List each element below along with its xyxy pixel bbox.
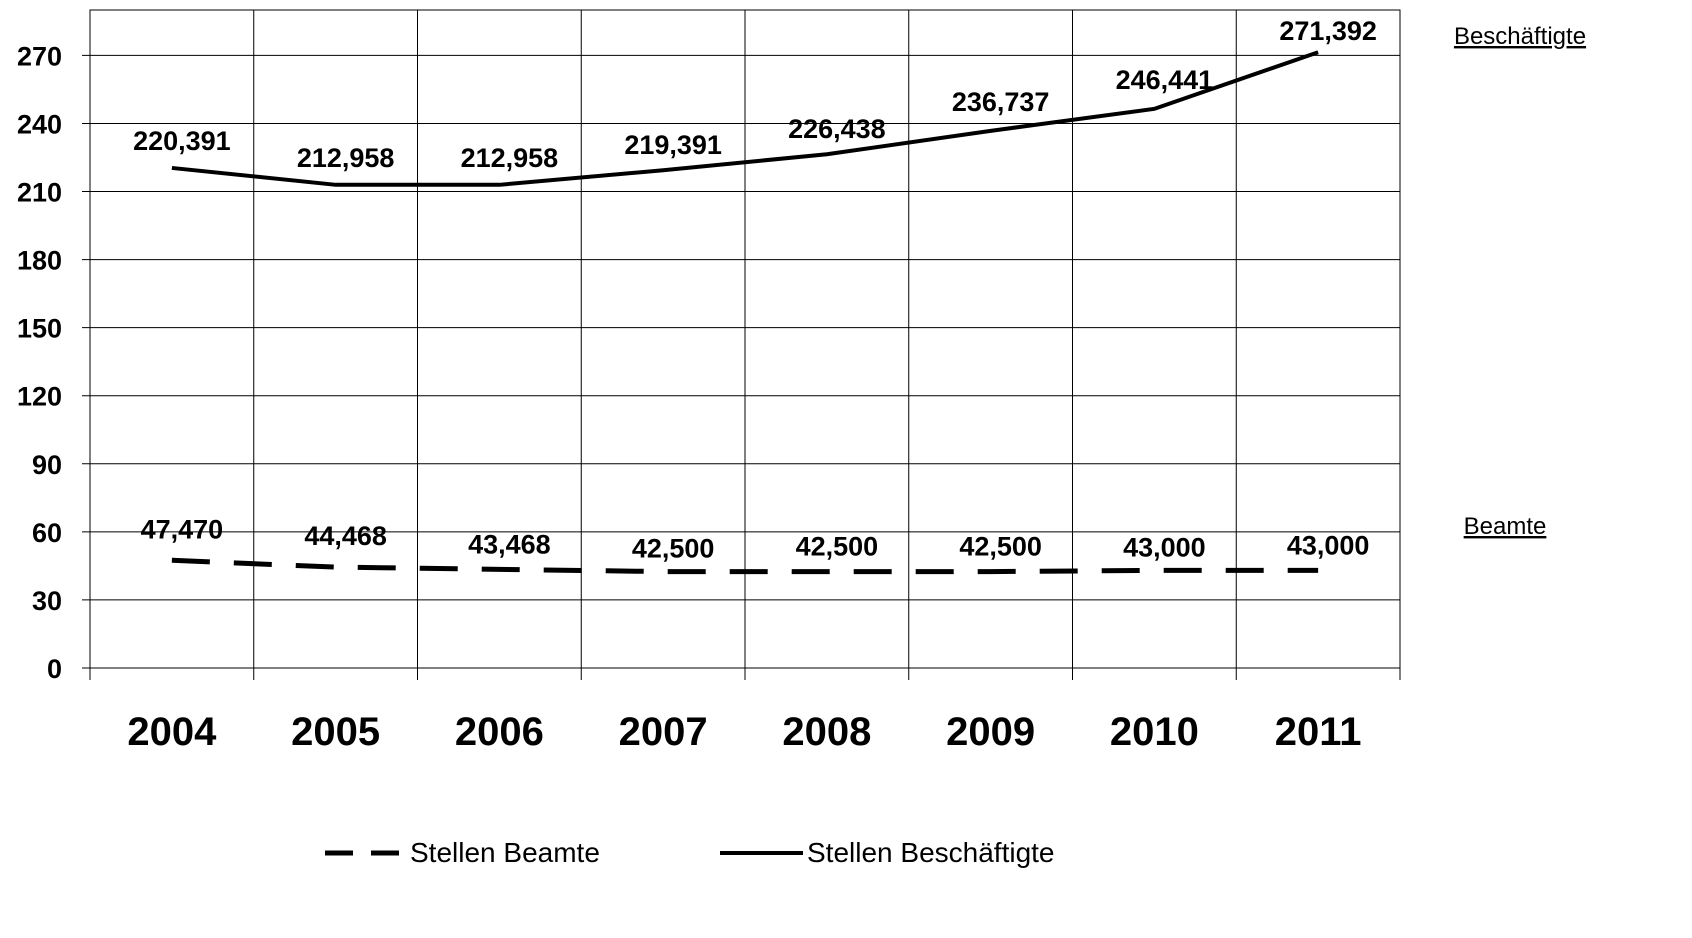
x-tick-label: 2010 <box>1110 710 1199 754</box>
y-tick-label: 0 <box>47 654 62 684</box>
y-tick-label: 30 <box>32 586 62 616</box>
series-line-beschaeftigte <box>171 50 1319 187</box>
y-tick-label: 120 <box>17 382 62 412</box>
x-tick-label: 2009 <box>946 710 1035 754</box>
data-label: 212,958 <box>461 143 559 173</box>
data-label: 246,441 <box>1116 65 1214 95</box>
data-label: 219,391 <box>624 130 722 160</box>
y-tick-label: 180 <box>17 246 62 276</box>
data-label: 220,391 <box>133 126 231 156</box>
series-line-beamte <box>171 557 1319 575</box>
data-label: 42,500 <box>959 532 1042 562</box>
side-label-beschaeftigte: Beschäftigte <box>1454 23 1586 50</box>
x-axis-ticks: 2004 2005 2006 2007 2008 2009 2010 2011 <box>127 710 1361 754</box>
side-labels: Beamte Beschäftigte <box>1454 23 1586 540</box>
y-tick-label: 270 <box>17 41 62 71</box>
y-tick-label: 210 <box>17 178 62 208</box>
data-label: 236,737 <box>952 87 1050 117</box>
data-labels: 47,470 44,468 43,468 42,500 42,500 42,500 43,0… <box>133 16 1377 563</box>
y-axis-ticks: 0 30 60 90 120 150 180 210 240 270 <box>17 41 62 684</box>
x-tick-label: 2006 <box>455 710 544 754</box>
data-label: 42,500 <box>796 532 879 562</box>
data-label: 42,500 <box>632 534 715 564</box>
data-label: 43,000 <box>1123 532 1206 562</box>
data-label: 43,000 <box>1287 530 1370 560</box>
x-tick-label: 2005 <box>291 710 380 754</box>
x-tick-label: 2008 <box>782 710 871 754</box>
legend: Stellen Beamte Stellen Beschäftigte <box>325 837 1055 868</box>
y-tick-label: 240 <box>17 109 62 139</box>
grid-lines <box>82 9 1401 680</box>
y-tick-label: 150 <box>17 314 62 344</box>
legend-label-beamte: Stellen Beamte <box>410 837 600 868</box>
legend-label-beschaeftigte: Stellen Beschäftigte <box>807 837 1055 868</box>
data-label: 43,468 <box>468 529 551 559</box>
y-tick-label: 60 <box>32 518 62 548</box>
data-label: 271,392 <box>1279 16 1377 46</box>
x-tick-label: 2007 <box>619 710 708 754</box>
x-tick-label: 2011 <box>1275 710 1362 754</box>
data-label: 44,468 <box>304 521 387 551</box>
series-lines <box>171 50 1319 575</box>
x-tick-label: 2004 <box>127 710 217 754</box>
data-label: 226,438 <box>788 114 886 144</box>
side-label-beamte: Beamte <box>1464 513 1547 540</box>
y-tick-label: 90 <box>32 450 62 480</box>
data-label: 212,958 <box>297 143 395 173</box>
data-label: 47,470 <box>141 514 224 544</box>
